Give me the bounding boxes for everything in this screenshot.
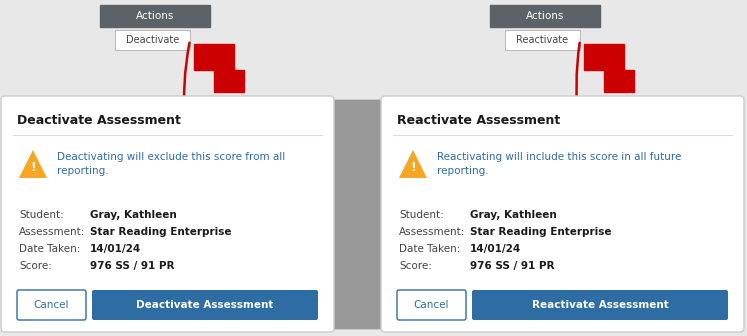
Bar: [100, 5, 210, 27]
FancyBboxPatch shape: [92, 290, 318, 320]
FancyBboxPatch shape: [1, 96, 334, 332]
Bar: [115, 30, 190, 50]
Bar: [330, 100, 385, 328]
Bar: [214, 70, 244, 92]
Text: Actions: Actions: [136, 11, 174, 21]
Text: Student:: Student:: [399, 210, 444, 220]
Text: Reactivate: Reactivate: [516, 35, 568, 45]
Text: Cancel: Cancel: [414, 300, 449, 310]
Polygon shape: [399, 150, 427, 178]
Text: Assessment:: Assessment:: [399, 227, 465, 237]
Text: !: !: [410, 161, 416, 174]
Text: Star Reading Enterprise: Star Reading Enterprise: [470, 227, 612, 237]
Text: Date Taken:: Date Taken:: [19, 244, 81, 254]
Text: Assessment:: Assessment:: [19, 227, 85, 237]
Text: Reactivate Assessment: Reactivate Assessment: [532, 300, 669, 310]
Text: Score:: Score:: [19, 261, 52, 271]
Bar: [330, 100, 385, 328]
Bar: [194, 44, 234, 70]
Text: Deactivate Assessment: Deactivate Assessment: [136, 300, 273, 310]
Text: Actions: Actions: [526, 11, 564, 21]
Text: Gray, Kathleen: Gray, Kathleen: [470, 210, 557, 220]
Text: !: !: [30, 161, 36, 174]
Text: 976 SS / 91 PR: 976 SS / 91 PR: [90, 261, 175, 271]
Text: Reactivating will include this score in all future
reporting.: Reactivating will include this score in …: [437, 152, 681, 176]
Text: 14/01/24: 14/01/24: [470, 244, 521, 254]
FancyBboxPatch shape: [381, 96, 744, 332]
Bar: [490, 5, 600, 27]
FancyBboxPatch shape: [397, 290, 466, 320]
FancyBboxPatch shape: [472, 290, 728, 320]
FancyBboxPatch shape: [17, 290, 86, 320]
Text: Reactivate Assessment: Reactivate Assessment: [397, 114, 560, 126]
Text: Date Taken:: Date Taken:: [399, 244, 460, 254]
Text: 976 SS / 91 PR: 976 SS / 91 PR: [470, 261, 554, 271]
Text: Deactivate Assessment: Deactivate Assessment: [17, 114, 181, 126]
Text: Score:: Score:: [399, 261, 432, 271]
Bar: [505, 30, 580, 50]
Text: Deactivate: Deactivate: [126, 35, 179, 45]
Text: Cancel: Cancel: [34, 300, 69, 310]
Bar: [604, 70, 634, 92]
Text: 14/01/24: 14/01/24: [90, 244, 141, 254]
Text: Student:: Student:: [19, 210, 63, 220]
Bar: [584, 44, 624, 70]
Text: Star Reading Enterprise: Star Reading Enterprise: [90, 227, 232, 237]
Text: Gray, Kathleen: Gray, Kathleen: [90, 210, 177, 220]
Text: Deactivating will exclude this score from all
reporting.: Deactivating will exclude this score fro…: [57, 152, 285, 176]
Polygon shape: [19, 150, 47, 178]
